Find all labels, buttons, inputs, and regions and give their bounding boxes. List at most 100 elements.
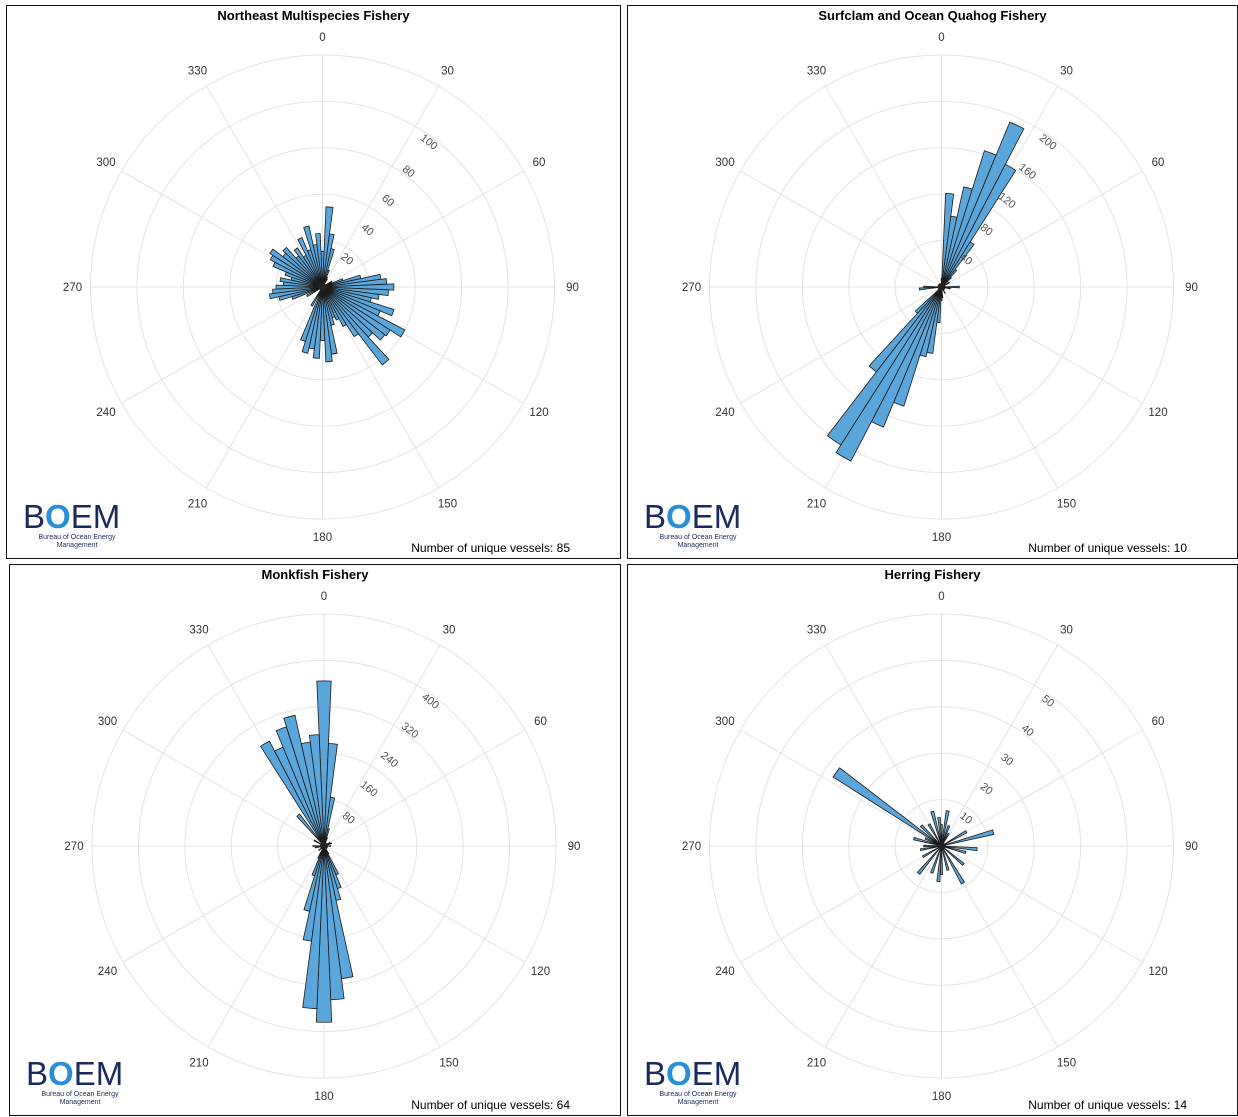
angle-label: 270: [63, 282, 82, 294]
radial-tick-label: 40: [957, 251, 974, 268]
grid-spoke: [322, 170, 524, 288]
rose-bar: [316, 680, 332, 847]
grid-spoke: [206, 85, 323, 288]
rose-bar: [923, 285, 942, 289]
angle-label: 30: [1060, 625, 1073, 637]
rose-bar: [268, 286, 323, 300]
rose-bar: [930, 845, 942, 874]
polar-chart-monkfish: 0306090120150180210240270300330801602403…: [64, 591, 580, 1103]
rose-bar: [322, 286, 348, 328]
chart-title: Herring Fishery: [884, 567, 981, 582]
grid-spoke: [825, 85, 942, 288]
grid-spoke: [323, 644, 441, 847]
boem-logo: BOEM Bureau of Ocean Energy Management: [26, 1055, 146, 1107]
rose-bar: [283, 714, 325, 847]
grid-spoke: [207, 845, 325, 1048]
rose-bar: [941, 241, 975, 288]
rose-bar: [259, 740, 325, 847]
rose-bar: [826, 286, 942, 446]
radial-tick-label: 20: [338, 251, 355, 268]
grid-spoke: [941, 729, 1143, 847]
angle-label: 330: [807, 625, 826, 637]
rose-bar: [924, 837, 942, 847]
rose-bar: [941, 845, 965, 866]
angle-label: 60: [1152, 716, 1165, 728]
grid-spoke: [121, 286, 323, 404]
grid-spoke: [941, 845, 1143, 963]
radial-tick-label: 80: [340, 810, 357, 827]
radial-tick-label: 30: [998, 751, 1015, 768]
angle-label: 300: [715, 157, 734, 169]
rose-bar: [937, 817, 942, 847]
grid-spoke: [323, 845, 526, 963]
logo-text: BOEM: [644, 498, 742, 535]
rose-bar: [923, 844, 942, 848]
rose-bar: [322, 286, 386, 341]
angle-label: 90: [1185, 282, 1198, 294]
radial-tick-label: 400: [419, 691, 441, 712]
rose-bar: [919, 824, 942, 847]
radial-tick-label: 240: [378, 750, 400, 771]
boem-logo: BOEM Bureau of Ocean Energy Management: [644, 1057, 764, 1107]
angle-label: 120: [1148, 407, 1167, 419]
angle-label: 90: [1185, 841, 1198, 853]
grid-spoke: [941, 286, 1143, 404]
logo-text: BOEM: [26, 1055, 124, 1092]
rose-bar: [308, 734, 325, 847]
angle-label: 300: [715, 716, 734, 728]
angle-label: 330: [188, 66, 207, 78]
radial-tick-label: 80: [400, 163, 417, 180]
angle-label: 150: [1057, 499, 1076, 511]
grid-spoke: [941, 170, 1143, 288]
angle-label: 120: [529, 407, 548, 419]
rose-bar: [312, 845, 325, 847]
rose-bar: [919, 845, 942, 852]
angle-label: 0: [938, 591, 944, 603]
chart-panel-herring: Herring Fishery 0 30 60 90 120 150 180 210 240 27…: [627, 564, 1238, 1116]
chart-panel-surfclam: Surfclam and Ocean Quahog Fishery 0 30 60 9…: [627, 5, 1238, 559]
grid-spoke: [122, 729, 325, 847]
center-point: [320, 842, 328, 850]
rose-bar: [300, 286, 323, 343]
rose-bar: [272, 286, 323, 294]
angle-label: 60: [1152, 157, 1165, 169]
rose-bar: [293, 247, 323, 288]
rose-bar: [275, 284, 323, 290]
rose-bar: [297, 236, 323, 288]
rose-bar: [835, 286, 942, 462]
grid-spoke: [323, 845, 441, 1048]
radial-tick-label: 200: [1037, 132, 1059, 153]
vessel-count: Number of unique vessels: 85: [411, 541, 570, 555]
angle-label: 330: [807, 66, 826, 78]
rose-bar: [913, 836, 942, 847]
radial-tick-label: 100: [418, 132, 440, 153]
rose-bar: [927, 823, 942, 847]
rose-bar: [868, 286, 942, 373]
angle-label: 330: [189, 625, 208, 637]
rose-bar: [930, 810, 942, 847]
rose-bar: [941, 845, 967, 854]
grid-spoke: [941, 644, 1058, 847]
logo-subtitle: Bureau of Ocean Energy Management: [41, 1091, 119, 1106]
angle-label: 180: [313, 532, 332, 544]
grid-spoke: [206, 286, 323, 489]
rose-bar: [941, 810, 950, 847]
angle-label: 120: [531, 966, 550, 978]
rose-bar: [916, 845, 942, 875]
vessel-count: Number of unique vessels: 64: [411, 1098, 570, 1112]
angle-label: 180: [932, 1091, 951, 1103]
vessel-count: Number of unique vessels: 14: [1028, 1098, 1187, 1112]
radial-tick-label: 320: [399, 720, 421, 741]
rose-bar: [322, 286, 333, 363]
center-point: [937, 842, 946, 850]
angle-label: 180: [932, 532, 951, 544]
logo-subtitle: Bureau of Ocean Energy Management: [38, 534, 116, 549]
angle-label: 210: [189, 1058, 208, 1070]
angle-label: 270: [64, 841, 83, 853]
radial-tick-label: 10: [957, 810, 974, 827]
rose-bar: [303, 225, 323, 288]
grid-spoke: [740, 170, 942, 288]
radial-tick-label: 160: [1016, 161, 1038, 182]
rose-bar: [310, 286, 323, 307]
rose-bar: [941, 285, 960, 289]
